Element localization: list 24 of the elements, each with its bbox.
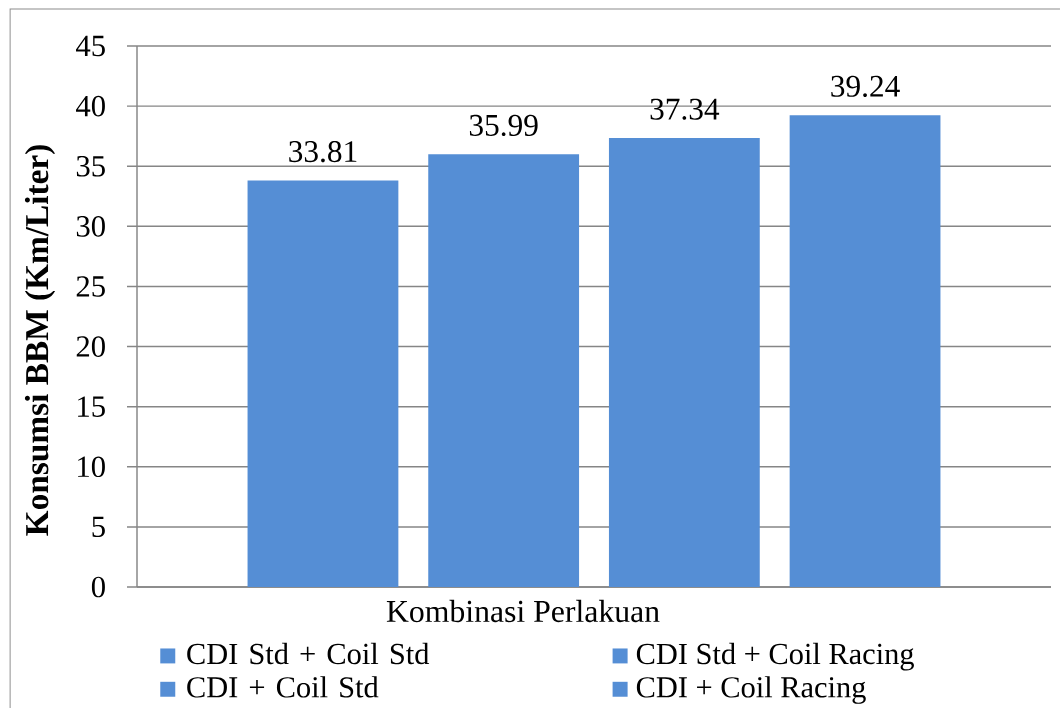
data-label: 39.24: [831, 75, 900, 97]
data-label: 33.81: [289, 140, 357, 163]
y-axis-title: Konsumsi BBM (Km/Liter): [24, 145, 56, 536]
x-axis-title: Kombinasi Perlakuan: [386, 599, 660, 623]
y-tick-label: 25: [76, 276, 105, 297]
y-tick-label: 40: [76, 95, 105, 117]
legend-label: CDI + Coil Std: [187, 676, 379, 698]
y-tick-label: 20: [76, 336, 105, 357]
y-tick-label: 0: [91, 576, 105, 598]
y-tick-label: 30: [76, 215, 105, 237]
y-tick-label: 15: [78, 396, 105, 417]
y-tick-label: 35: [76, 155, 105, 177]
legend-label: CDI + Coil Racing: [636, 676, 866, 704]
data-label: 37.34: [650, 98, 720, 120]
legend-label: CDI Std + Coil Racing: [636, 642, 914, 671]
legend-label: CDI Std + Coil Std: [187, 642, 430, 665]
bar: [789, 115, 941, 587]
bar: [428, 154, 580, 587]
y-tick-label: 10: [78, 456, 105, 478]
data-label: 35.99: [469, 114, 538, 137]
y-tick-label: 5: [92, 516, 105, 538]
bar: [247, 180, 399, 587]
y-tick-label: 45: [76, 35, 105, 57]
bar: [608, 138, 760, 587]
